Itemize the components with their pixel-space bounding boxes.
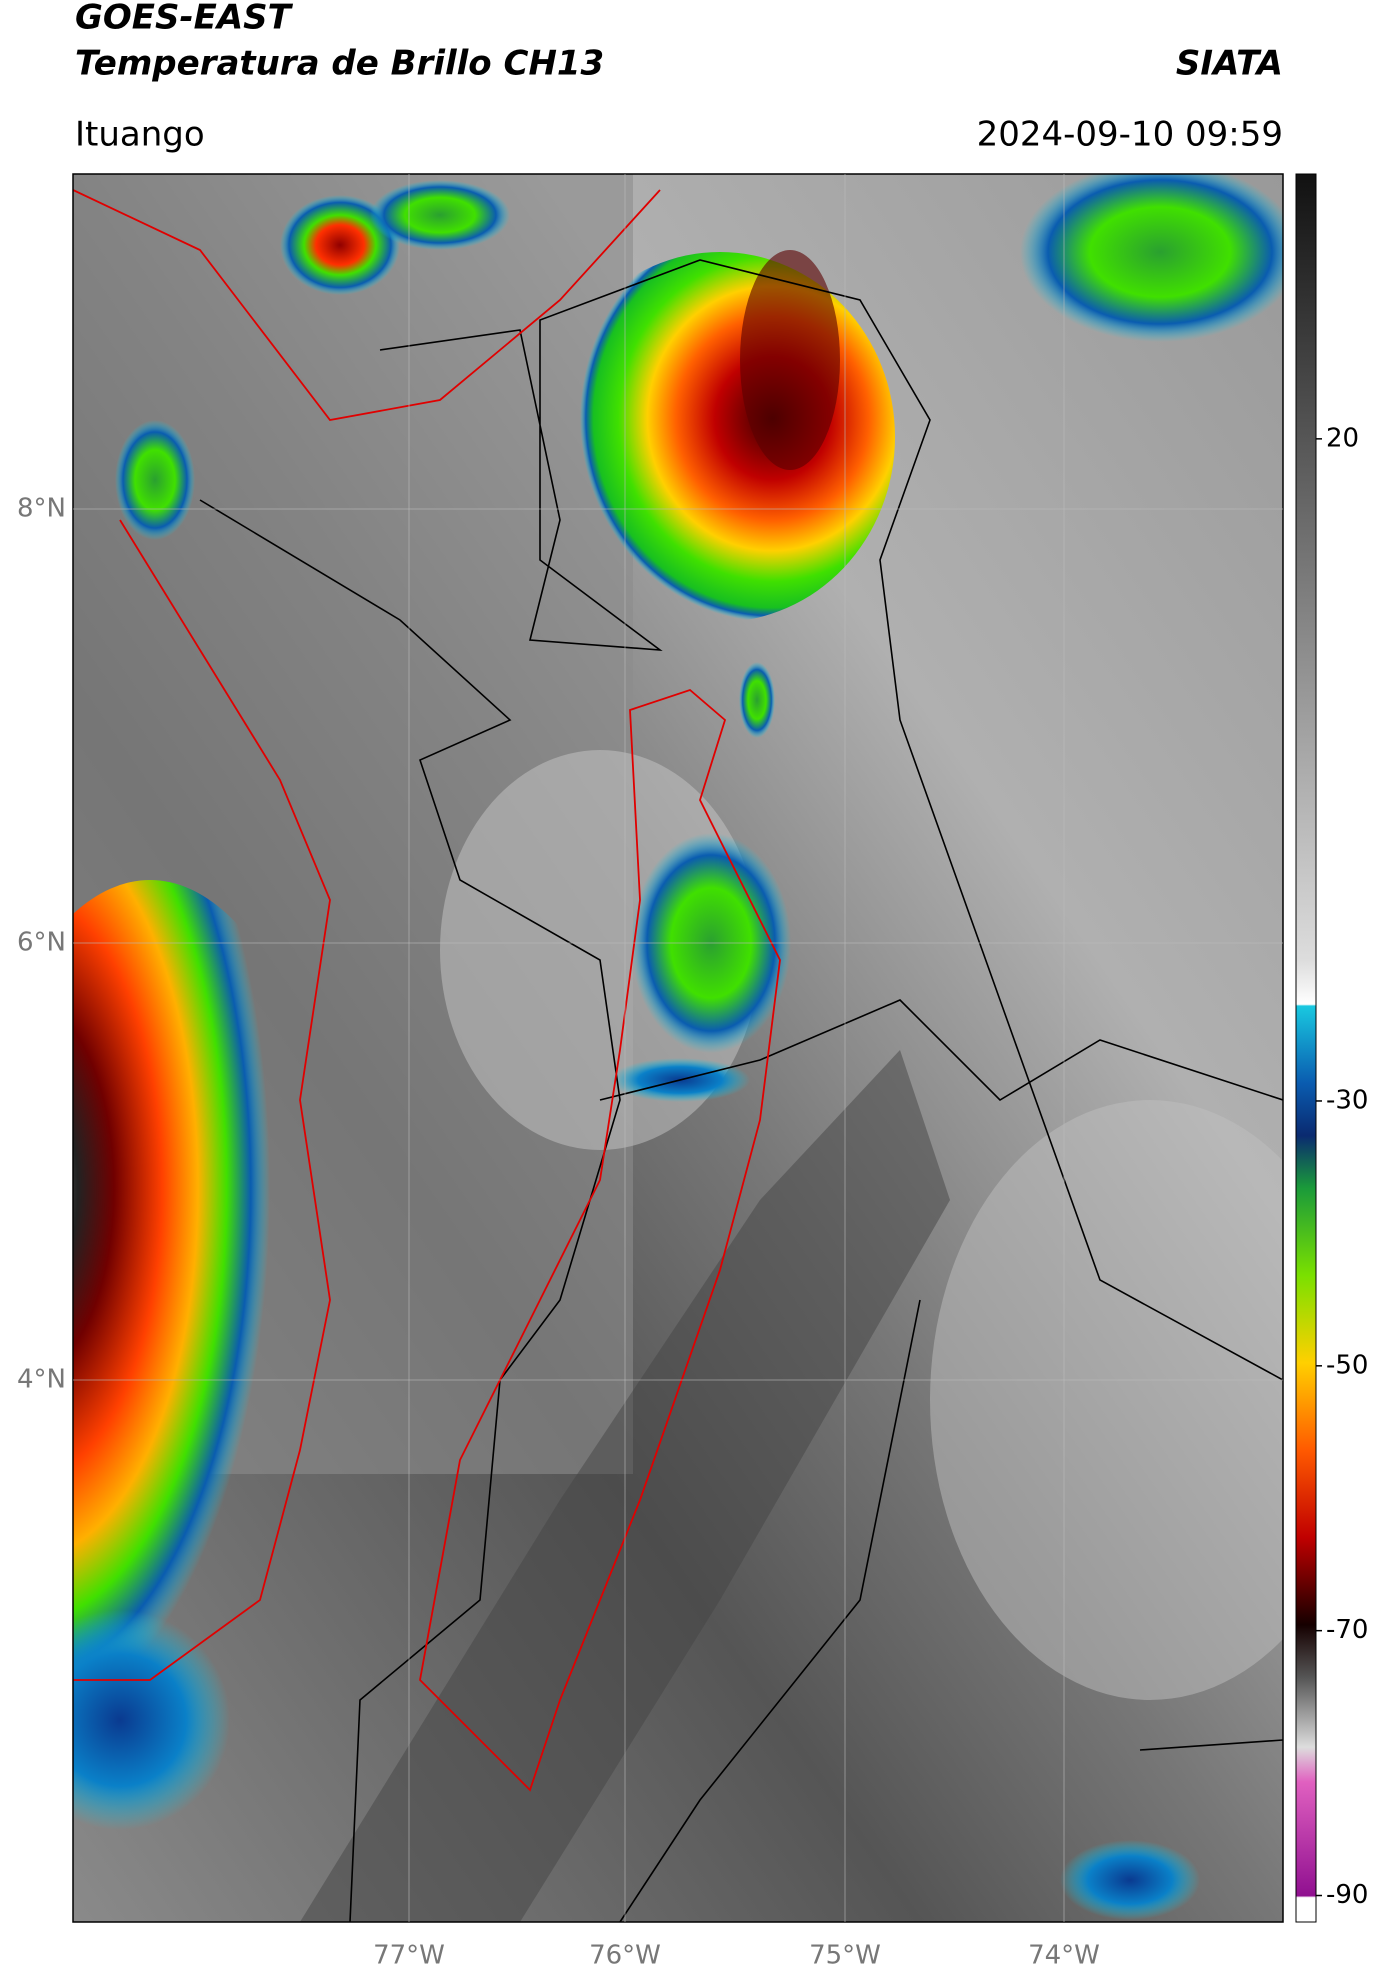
satellite-image bbox=[73, 174, 1283, 1922]
timestamp: 2024-09-10 09:59 bbox=[977, 115, 1283, 155]
subtitle: Temperatura de Brillo CH13 bbox=[75, 44, 604, 84]
colorbar-tick-label: -50 bbox=[1326, 1350, 1368, 1380]
colorbar-tick-label: -70 bbox=[1326, 1615, 1368, 1645]
source: SIATA bbox=[1176, 44, 1283, 84]
map-frame bbox=[72, 173, 1284, 1923]
colorbar bbox=[1295, 173, 1317, 1923]
lon-label: 77°W bbox=[373, 1941, 445, 1971]
colorbar-tick-label: 20 bbox=[1326, 423, 1359, 453]
lat-label: 4°N bbox=[17, 1365, 66, 1395]
location: Ituango bbox=[75, 115, 205, 155]
lat-label: 8°N bbox=[17, 494, 66, 524]
colorbar-tick-label: -30 bbox=[1326, 1085, 1368, 1115]
lon-label: 74°W bbox=[1028, 1941, 1100, 1971]
lat-label: 6°N bbox=[17, 928, 66, 958]
lon-label: 76°W bbox=[589, 1941, 661, 1971]
lon-label: 75°W bbox=[809, 1941, 881, 1971]
colorbar-tick-label: -90 bbox=[1326, 1880, 1368, 1910]
title: GOES-EAST bbox=[75, 0, 294, 38]
